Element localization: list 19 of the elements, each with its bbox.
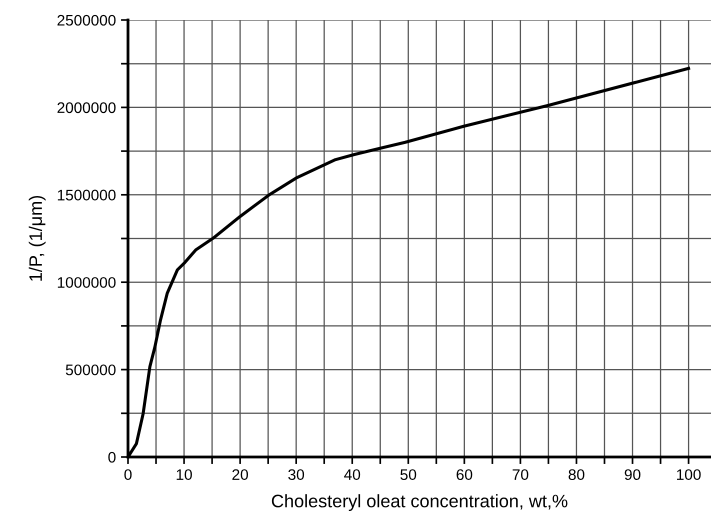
x-tick-label: 50 (400, 469, 416, 480)
x-tick-label: 0 (124, 469, 132, 480)
x-tick-label: 60 (456, 469, 472, 480)
x-tick-label: 20 (232, 469, 248, 480)
y-axis-title: 1/P, (1/μm) (28, 196, 46, 281)
y-tick-label: 2500000 (57, 14, 116, 26)
x-tick-label: 10 (176, 469, 192, 480)
y-tick-label: 0 (108, 452, 116, 463)
y-tick-label: 1500000 (58, 190, 116, 200)
x-axis-title: Cholesteryl oleat concentration, wt,% (272, 494, 568, 511)
y-tick-label: 1000000 (58, 277, 116, 288)
x-tick-label: 30 (288, 469, 304, 480)
x-tick-label: 100 (677, 469, 701, 480)
x-tick-label: 40 (344, 469, 360, 480)
y-tick-label: 500000 (66, 364, 116, 376)
x-tick-label: 90 (624, 469, 640, 480)
y-tick-label: 2000000 (57, 102, 116, 114)
x-tick-label: 70 (512, 469, 528, 480)
x-tick-label: 80 (568, 469, 584, 480)
